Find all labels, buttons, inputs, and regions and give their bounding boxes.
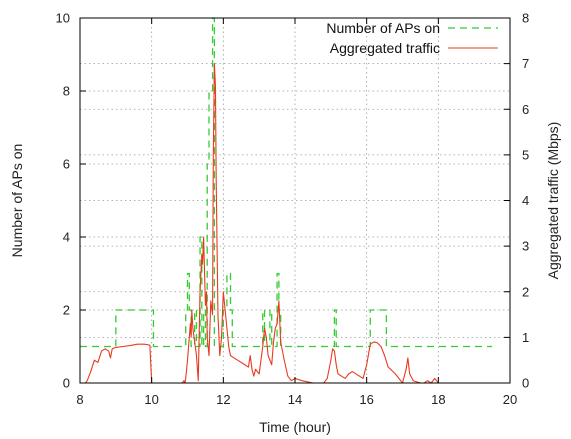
right-y-tick-label: 3: [522, 239, 529, 254]
grid: [80, 18, 510, 383]
series-layer: [80, 17, 493, 384]
x-tick-label: 18: [431, 392, 445, 407]
right-y-tick-label: 1: [522, 330, 529, 345]
left-y-tick-label: 4: [63, 230, 70, 245]
right-y-tick-label: 2: [522, 284, 529, 299]
left-y-tick-label: 8: [63, 84, 70, 99]
legend-label-aps: Number of APs on: [326, 20, 440, 36]
left-y-tick-label: 2: [63, 303, 70, 318]
series-line-aggregated-traffic: [84, 63, 439, 384]
x-tick-label: 10: [144, 392, 158, 407]
right-y-axis-title: Aggregated traffic (Mbps): [545, 122, 561, 280]
right-y-tick-label: 0: [522, 376, 529, 391]
x-tick-label: 20: [503, 392, 517, 407]
x-tick-label: 16: [359, 392, 373, 407]
right-y-tick-label: 5: [522, 147, 529, 162]
left-y-tick-label: 6: [63, 157, 70, 172]
x-tick-label: 12: [216, 392, 230, 407]
series-line-aps-on: [80, 17, 493, 348]
legend-label-traffic: Aggregated traffic: [330, 40, 440, 56]
right-y-tick-label: 4: [522, 193, 529, 208]
left-y-tick-label: 0: [63, 376, 70, 391]
right-y-tick-label: 6: [522, 102, 529, 117]
left-y-axis-title: Number of APs on: [9, 144, 25, 258]
legend: Number of APs on Aggregated traffic: [326, 20, 498, 56]
x-axis-title: Time (hour): [259, 419, 331, 435]
right-y-tick-label: 7: [522, 56, 529, 71]
x-tick-label: 14: [288, 392, 302, 407]
x-tick-label: 8: [76, 392, 83, 407]
left-y-tick-label: 10: [56, 11, 70, 26]
right-y-tick-label: 8: [522, 11, 529, 26]
